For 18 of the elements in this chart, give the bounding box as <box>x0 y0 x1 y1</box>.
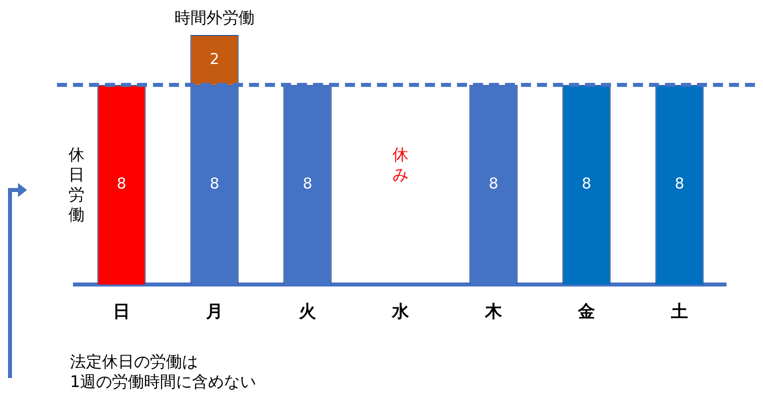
x-tick-label: 土 <box>670 302 688 322</box>
text: 法定休日の労働は 1週の労働時間に含めない <box>70 352 256 392</box>
data-label: 8 <box>582 174 592 193</box>
x-tick-label: 日 <box>113 302 130 322</box>
data-label: 8 <box>674 174 684 193</box>
annotation: 休日労働 <box>68 144 84 225</box>
x-tick-label: 金 <box>577 302 595 322</box>
x-tick-label: 月 <box>205 302 223 322</box>
series-label: 時間外労働 <box>174 8 254 28</box>
data-label: 2 <box>210 50 220 68</box>
x-tick-label: 火 <box>299 302 317 322</box>
x-tick-label: 木 <box>484 302 503 322</box>
annotation: 休み <box>392 144 408 185</box>
data-label: 8 <box>210 174 220 193</box>
x-tick-label: 水 <box>391 302 410 322</box>
data-label: 8 <box>302 174 312 193</box>
data-label: 8 <box>116 174 126 193</box>
data-label: 8 <box>488 174 498 193</box>
